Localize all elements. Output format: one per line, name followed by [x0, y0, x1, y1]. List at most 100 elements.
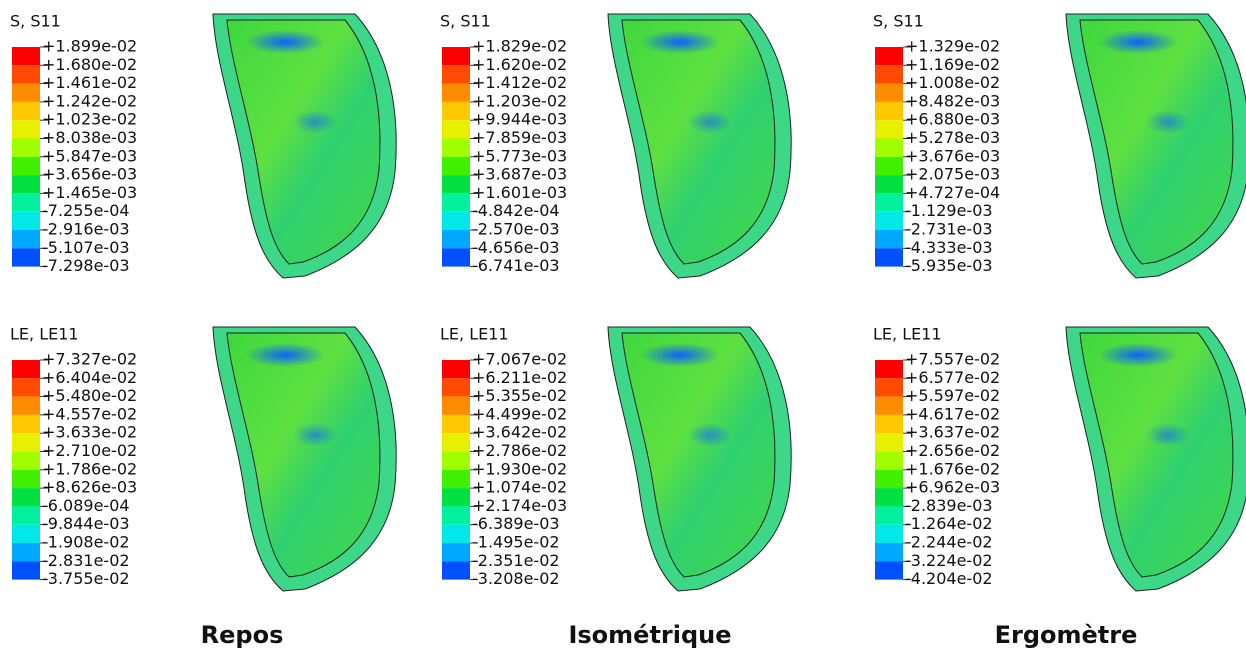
legend-label: +8.038e-03: [42, 128, 137, 147]
legend-label: +3.642e-02: [472, 423, 567, 442]
legend-swatch: [875, 360, 903, 379]
legend-label: +7.327e-02: [42, 350, 137, 369]
model-body: [1079, 19, 1234, 265]
model-spot: [1146, 110, 1190, 134]
legend-swatch: [875, 543, 903, 562]
legend-label: +7.067e-02: [472, 350, 567, 369]
legend-swatch: [12, 543, 40, 562]
model-spot: [640, 30, 720, 54]
legend-label: +2.710e-02: [42, 441, 137, 460]
legend-label: +5.480e-02: [42, 386, 137, 405]
legend-label: +1.786e-02: [42, 459, 137, 478]
legend-label: +3.656e-03: [42, 165, 137, 184]
legend-swatch: [442, 248, 470, 267]
model: [1065, 326, 1246, 592]
legend-label: +1.329e-02: [905, 37, 1000, 56]
legend-label: +1.412e-02: [472, 73, 567, 92]
legend-swatch: [875, 47, 903, 66]
legend-swatch: [875, 561, 903, 580]
legend-label: +5.847e-03: [42, 146, 137, 165]
legend-swatch: [875, 156, 903, 176]
legend-swatch: [442, 506, 470, 525]
legend-swatch: [875, 451, 903, 470]
legend-swatch: [12, 360, 40, 379]
legend-label: +5.773e-03: [472, 146, 567, 165]
legend-label: +9.944e-03: [472, 110, 567, 129]
legend-label: +1.023e-02: [42, 110, 137, 129]
legend-label: -4.842e-04: [472, 201, 560, 220]
legend-label: -7.298e-03: [42, 256, 130, 275]
legend-swatch: [442, 378, 470, 397]
legend-swatch: [875, 211, 903, 230]
model: [212, 326, 397, 592]
legend-swatch: [442, 451, 470, 470]
legend-swatch: [12, 211, 40, 230]
legend-label: -1.908e-02: [42, 533, 130, 552]
legend-label: -1.129e-03: [905, 201, 993, 220]
panel: LE, LE11 +7.067e-02+6.211e-02+5.355e-02+4…: [440, 325, 567, 589]
legend-swatch: [12, 248, 40, 267]
legend-swatch: [12, 230, 40, 249]
legend-swatch: [12, 433, 40, 452]
model-spot: [293, 423, 337, 447]
legend-label: +6.577e-02: [905, 368, 1000, 387]
model-spot: [640, 343, 720, 367]
legend-label: +4.727e-04: [905, 183, 1000, 202]
legend-title: S, S11: [10, 12, 61, 31]
legend-swatch: [875, 83, 903, 102]
legend-label: -3.755e-02: [42, 569, 130, 588]
legend-label: +8.482e-03: [905, 91, 1000, 110]
legend-swatch: [12, 396, 40, 415]
legend-swatch: [12, 83, 40, 102]
legend-swatch: [442, 396, 470, 415]
model-body: [1079, 332, 1234, 578]
legend-label: -1.495e-02: [472, 533, 560, 552]
legend-label: -6.389e-03: [472, 514, 560, 533]
legend-label: -4.656e-03: [472, 238, 560, 257]
legend-title: LE, LE11: [873, 325, 942, 344]
legend-swatch: [12, 156, 40, 176]
legend-label: -6.741e-03: [472, 256, 560, 275]
legend-swatch: [442, 156, 470, 176]
legend-swatch: [12, 469, 40, 489]
legend-swatch: [12, 120, 40, 139]
legend-swatch: [442, 488, 470, 507]
model-body: [226, 19, 381, 265]
legend-swatch: [875, 230, 903, 249]
legend-swatch: [875, 433, 903, 452]
legend-swatch: [875, 138, 903, 157]
legend-label: +2.786e-02: [472, 441, 567, 460]
legend-label: +1.242e-02: [42, 91, 137, 110]
legend-swatch: [442, 543, 470, 562]
panel: S, S11 +1.899e-02+1.680e-02+1.461e-02+1.2…: [10, 12, 137, 276]
model-spot: [688, 110, 732, 134]
legend-swatch: [12, 65, 40, 84]
legend-title: LE, LE11: [440, 325, 509, 344]
legend-label: +3.676e-03: [905, 146, 1000, 165]
legend-swatch: [875, 248, 903, 267]
model-spot: [688, 423, 732, 447]
legend-label: +5.597e-02: [905, 386, 1000, 405]
model-spot: [245, 30, 325, 54]
legend-label: +1.620e-02: [472, 55, 567, 74]
legend-swatch: [875, 488, 903, 507]
legend-label: +1.930e-02: [472, 459, 567, 478]
legend-label: +1.601e-03: [472, 183, 567, 202]
legend-label: +1.203e-02: [472, 91, 567, 110]
legend-label: +5.355e-02: [472, 386, 567, 405]
legend-swatch: [875, 414, 903, 434]
legend-label: +1.676e-02: [905, 459, 1000, 478]
model-spot: [1098, 343, 1178, 367]
legend-swatch: [442, 193, 470, 212]
legend-title: S, S11: [873, 12, 924, 31]
legend-swatch: [12, 175, 40, 194]
legend-swatch: [442, 524, 470, 543]
legend-label: +4.617e-02: [905, 404, 1000, 423]
legend-swatch: [875, 524, 903, 543]
legend-swatch: [442, 83, 470, 102]
legend-label: -2.351e-02: [472, 551, 560, 570]
legend-swatch: [442, 469, 470, 489]
model: [212, 13, 397, 279]
panel: S, S11 +1.329e-02+1.169e-02+1.008e-02+8.4…: [873, 12, 1000, 276]
